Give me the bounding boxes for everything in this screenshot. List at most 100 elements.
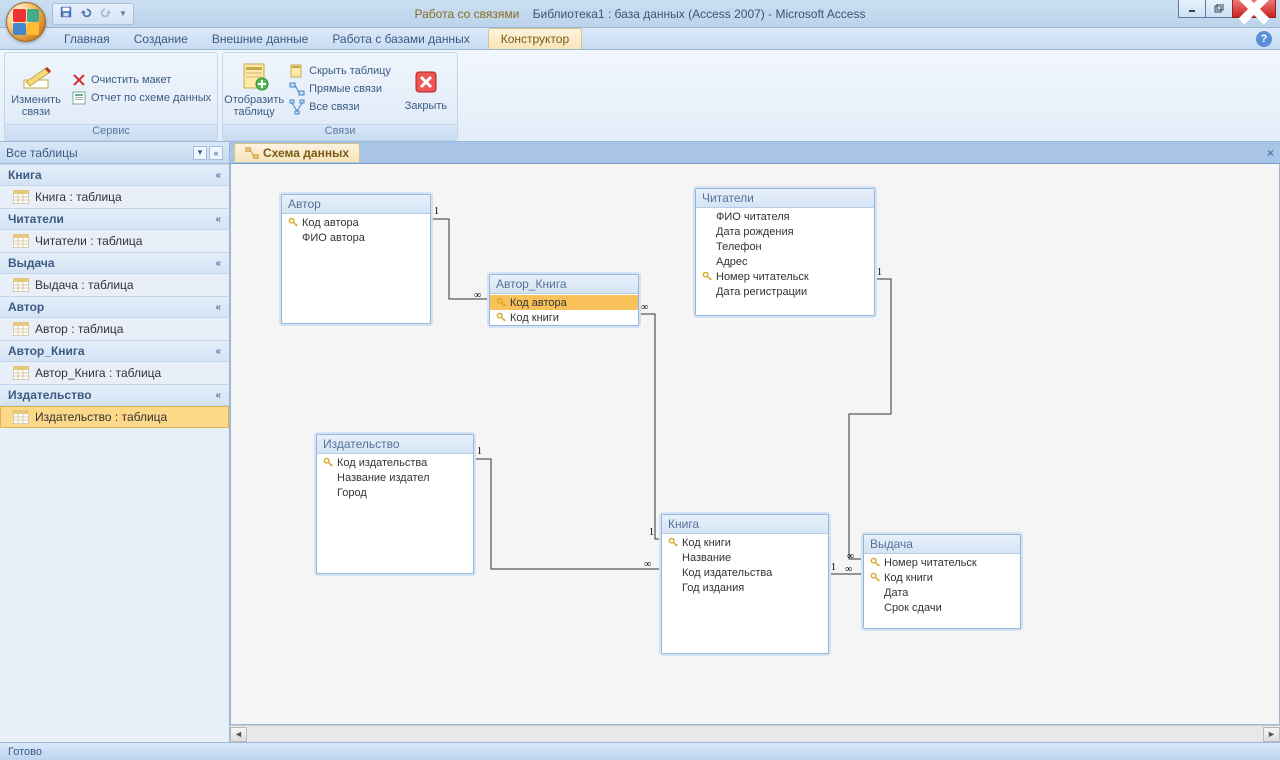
ribbon-group-label: Сервис (5, 124, 217, 140)
window-controls (1179, 0, 1276, 18)
table-field[interactable]: Код издательства (317, 455, 473, 470)
scroll-right-icon[interactable]: ► (1263, 727, 1280, 742)
ribbon-group-relationships: Отобразить таблицу Скрыть таблицу Прямые… (222, 52, 458, 141)
hide-table-button[interactable]: Скрыть таблицу (285, 62, 395, 80)
table-field[interactable]: Телефон (696, 239, 874, 254)
table-box-header[interactable]: Выдача (864, 535, 1020, 554)
nav-dropdown-icon[interactable]: ▾ (193, 146, 207, 160)
table-box-vydacha[interactable]: Выдача Номер читательскКод книгиДатаСрок… (863, 534, 1021, 629)
tab-design[interactable]: Конструктор (488, 28, 582, 49)
chevron-up-icon: « (215, 302, 221, 313)
table-field[interactable]: Название издател (317, 470, 473, 485)
table-field[interactable]: Номер читательск (696, 269, 874, 284)
quick-access-toolbar: ▼ (52, 3, 134, 25)
horizontal-scrollbar[interactable]: ◄ ► (230, 725, 1280, 742)
relation-cardinality: ∞ (474, 290, 481, 301)
table-box-chitateli[interactable]: Читатели ФИО читателяДата рожденияТелефо… (695, 188, 875, 316)
table-field[interactable]: Адрес (696, 254, 874, 269)
table-field[interactable]: ФИО автора (282, 230, 430, 245)
close-design-button[interactable]: Закрыть (397, 55, 455, 122)
direct-relationships-button[interactable]: Прямые связи (285, 80, 395, 98)
table-field[interactable]: Год издания (662, 580, 828, 595)
nav-group-header[interactable]: Выдача« (0, 252, 229, 274)
nav-group-header[interactable]: Книга« (0, 164, 229, 186)
table-field[interactable]: Код книги (662, 535, 828, 550)
tab-database-tools[interactable]: Работа с базами данных (320, 29, 481, 49)
chevron-up-icon: « (215, 170, 221, 181)
ribbon: Изменить связи Очистить макет Отчет по с… (0, 50, 1280, 142)
table-field[interactable]: Код книги (490, 310, 638, 325)
close-button[interactable] (1232, 0, 1276, 18)
nav-group-header[interactable]: Читатели« (0, 208, 229, 230)
table-box-header[interactable]: Книга (662, 515, 828, 534)
clear-layout-button[interactable]: Очистить макет (67, 71, 215, 89)
nav-group-header[interactable]: Автор« (0, 296, 229, 318)
relation-cardinality: ∞ (644, 559, 651, 570)
relation-cardinality: ∞ (845, 564, 852, 575)
nav-group-header[interactable]: Издательство« (0, 384, 229, 406)
scroll-left-icon[interactable]: ◄ (230, 727, 247, 742)
nav-item-table[interactable]: Издательство : таблица (0, 406, 229, 428)
table-box-izdatelstvo[interactable]: Издательство Код издательстваНазвание из… (316, 434, 474, 574)
nav-item-table[interactable]: Автор_Книга : таблица (0, 362, 229, 384)
all-relationships-button[interactable]: Все связи (285, 98, 395, 116)
navigation-pane: Все таблицы ▾ « Книга« Книга : таблицаЧи… (0, 142, 230, 742)
edit-relationships-button[interactable]: Изменить связи (7, 55, 65, 122)
relation-cardinality: ∞ (641, 302, 648, 313)
table-field[interactable]: Код книги (864, 570, 1020, 585)
table-box-kniga[interactable]: Книга Код книгиНазваниеКод издательстваГ… (661, 514, 829, 654)
nav-group-header[interactable]: Автор_Книга« (0, 340, 229, 362)
nav-item-table[interactable]: Выдача : таблица (0, 274, 229, 296)
relation-cardinality: 1 (877, 267, 882, 278)
chevron-up-icon: « (215, 390, 221, 401)
save-icon[interactable] (59, 5, 73, 22)
table-field[interactable]: Дата (864, 585, 1020, 600)
relationship-report-button[interactable]: Отчет по схеме данных (67, 89, 215, 107)
undo-icon[interactable] (79, 5, 93, 22)
document-tab[interactable]: Схема данных (234, 143, 360, 162)
tab-external-data[interactable]: Внешние данные (200, 29, 321, 49)
nav-item-table[interactable]: Читатели : таблица (0, 230, 229, 252)
tab-create[interactable]: Создание (122, 29, 200, 49)
ribbon-group-label: Связи (223, 124, 457, 140)
relation-cardinality: 1 (831, 562, 836, 573)
table-box-avtor_kniga[interactable]: Автор_Книга Код автораКод книги (489, 274, 639, 326)
table-field[interactable]: Город (317, 485, 473, 500)
table-box-header[interactable]: Автор (282, 195, 430, 214)
tab-home[interactable]: Главная (52, 29, 122, 49)
maximize-button[interactable] (1205, 0, 1233, 18)
help-icon[interactable]: ? (1256, 31, 1272, 47)
chevron-up-icon: « (215, 214, 221, 225)
table-field[interactable]: Код автора (282, 215, 430, 230)
table-field[interactable]: ФИО читателя (696, 209, 874, 224)
relation-cardinality: ∞ (847, 551, 854, 562)
redo-icon[interactable] (99, 5, 113, 22)
table-box-avtor[interactable]: Автор Код автораФИО автора (281, 194, 431, 324)
table-field[interactable]: Код автора (490, 295, 638, 310)
ribbon-tabs: Главная Создание Внешние данные Работа с… (0, 28, 1280, 50)
office-button[interactable] (6, 2, 46, 42)
status-text: Готово (8, 746, 42, 758)
status-bar: Готово (0, 742, 1280, 760)
table-box-header[interactable]: Читатели (696, 189, 874, 208)
table-field[interactable]: Дата регистрации (696, 284, 874, 299)
nav-item-table[interactable]: Книга : таблица (0, 186, 229, 208)
table-field[interactable]: Номер читательск (864, 555, 1020, 570)
table-field[interactable]: Код издательства (662, 565, 828, 580)
table-box-header[interactable]: Автор_Книга (490, 275, 638, 294)
table-field[interactable]: Название (662, 550, 828, 565)
minimize-button[interactable] (1178, 0, 1206, 18)
nav-pane-header[interactable]: Все таблицы ▾ « (0, 142, 229, 164)
table-field[interactable]: Срок сдачи (864, 600, 1020, 615)
chevron-up-icon: « (215, 346, 221, 357)
chevron-up-icon: « (215, 258, 221, 269)
qat-dropdown-icon[interactable]: ▼ (119, 9, 127, 18)
table-field[interactable]: Дата рождения (696, 224, 874, 239)
relationships-canvas[interactable]: Автор Код автораФИО автора Автор_Книга К… (230, 164, 1280, 725)
document-close-icon[interactable]: × (1267, 146, 1274, 160)
show-table-button[interactable]: Отобразить таблицу (225, 55, 283, 122)
nav-item-table[interactable]: Автор : таблица (0, 318, 229, 340)
nav-collapse-icon[interactable]: « (209, 146, 223, 160)
table-box-header[interactable]: Издательство (317, 435, 473, 454)
ribbon-group-tools: Изменить связи Очистить макет Отчет по с… (4, 52, 218, 141)
